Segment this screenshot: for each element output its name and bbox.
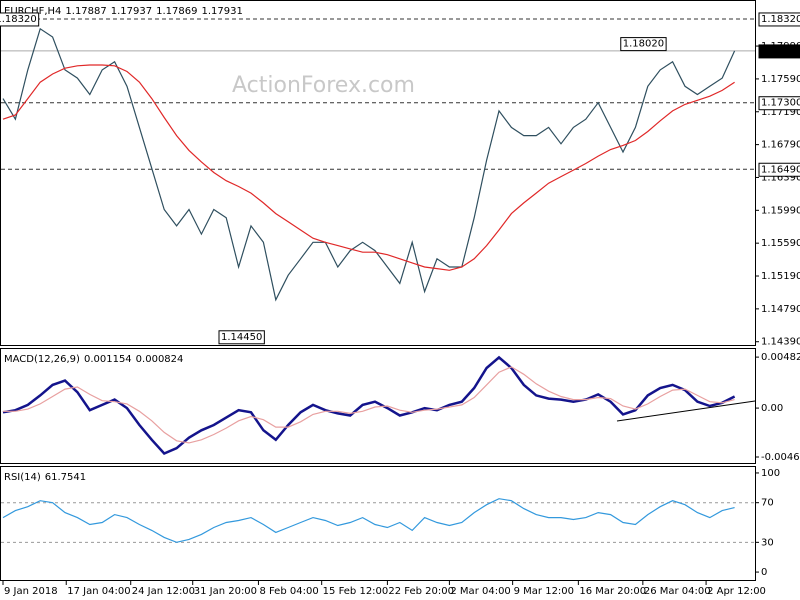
level-label: 1.17300 [761, 98, 800, 109]
watermark: ActionForex.com [232, 73, 415, 98]
title: EURCHF,H4 1.17887 1.17937 1.17869 1.17931 [4, 6, 243, 17]
pane-title: MACD(12,26,9) 0.001154 0.000824 [4, 354, 183, 365]
macd-frame [0, 348, 756, 464]
y-tick-label: 1.15590 [761, 238, 800, 249]
symbol: EURCHF,H4 [4, 6, 61, 17]
x-tick-label: 22 Feb 20:00 [388, 586, 454, 597]
series-line [2, 355, 736, 455]
y-tick-label: 1.16390 [761, 172, 800, 183]
readout: 61.7541 [45, 472, 86, 483]
ohlc-value: 1.17869 [156, 6, 197, 17]
rsi-frame [0, 466, 756, 581]
ohlc-value: 1.17887 [65, 6, 106, 17]
y-tick-label: 1.17590 [761, 74, 800, 85]
y-tick-label: -0.004632 [761, 452, 800, 463]
readout: 0.001154 [84, 354, 132, 365]
annotation: 1.18020 [623, 39, 664, 50]
indicator-name: RSI(14) [4, 472, 41, 483]
annotation: 1.18320 [0, 14, 37, 25]
annotation-box [0, 12, 40, 27]
y-tick-label: 30 [761, 537, 774, 548]
trend-line [616, 400, 756, 422]
readout: 0.000824 [136, 354, 184, 365]
ohlc-value: 1.17931 [201, 6, 242, 17]
level-label-box [758, 162, 800, 177]
level-label: 1.16490 [761, 164, 800, 175]
y-tick-label: 1.14790 [761, 304, 800, 315]
annotation-box [218, 330, 265, 345]
series-line [3, 366, 735, 444]
x-tick-label: 31 Jan 20:00 [194, 586, 257, 597]
y-tick-label: 1.15190 [761, 271, 800, 282]
indicator-name: MACD(12,26,9) [4, 354, 80, 365]
series-line [2, 27, 736, 302]
x-tick-label: 9 Mar 12:00 [514, 586, 574, 597]
y-tick-label: 1.15990 [761, 205, 800, 216]
annotation: 1.14450 [221, 332, 262, 343]
y-tick-label: 1.17190 [761, 107, 800, 118]
x-tick-label: 16 Mar 20:00 [579, 586, 646, 597]
level-label-box [758, 12, 800, 27]
ohlc-value: 1.17937 [111, 6, 152, 17]
y-tick-label: 0.004827 [761, 352, 800, 363]
price-frame [0, 0, 756, 346]
series-line [2, 64, 735, 271]
level-label: 1.18320 [761, 14, 800, 25]
x-tick-label: 26 Mar 04:00 [644, 586, 711, 597]
last-price-box [758, 44, 800, 59]
level-label-box [758, 96, 800, 111]
y-tick-label: 1.16790 [761, 140, 800, 151]
x-tick-label: 17 Jan 04:00 [67, 586, 130, 597]
x-tick-label: 2 Mar 04:00 [450, 586, 510, 597]
x-tick-label: 24 Jan 12:00 [132, 586, 195, 597]
last-price-label: 1.17931 [761, 46, 800, 57]
x-tick-label: 9 Jan 2018 [4, 586, 58, 597]
y-tick-label: 70 [761, 498, 774, 509]
x-tick-label: 15 Feb 12:00 [323, 586, 389, 597]
x-tick-label: 2 Apr 12:00 [707, 586, 766, 597]
y-tick-label: 0 [761, 567, 767, 578]
series-line [2, 498, 735, 543]
y-tick-label: 0.00 [761, 403, 783, 414]
annotation-box [620, 37, 667, 52]
x-tick-label: 8 Feb 04:00 [259, 586, 318, 597]
y-tick-label: 1.14390 [761, 337, 800, 348]
pane-title: RSI(14) 61.7541 [4, 472, 86, 483]
y-tick-label: 100 [761, 468, 780, 479]
